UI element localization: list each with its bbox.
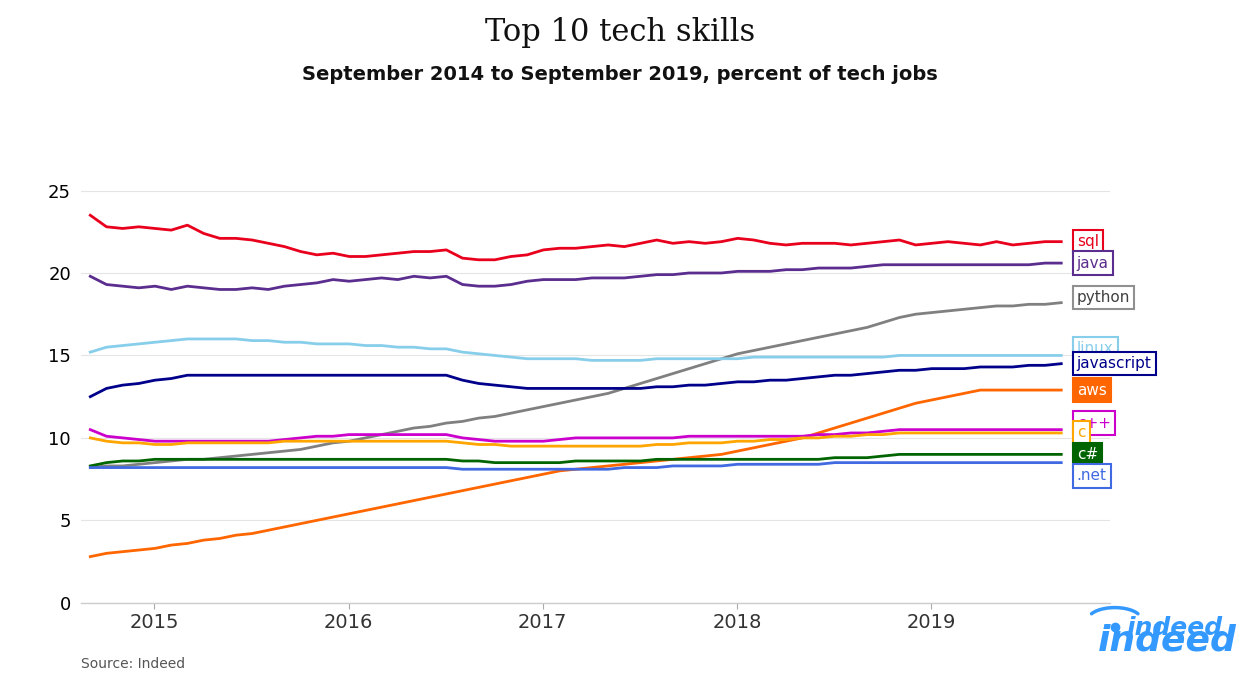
Text: indeed: indeed: [1127, 616, 1223, 640]
Text: c: c: [1076, 425, 1085, 440]
Text: indeed: indeed: [1097, 623, 1236, 658]
Text: java: java: [1076, 256, 1109, 271]
Text: c#: c#: [1076, 447, 1099, 462]
Text: September 2014 to September 2019, percent of tech jobs: September 2014 to September 2019, percen…: [303, 65, 937, 84]
Text: .net: .net: [1076, 469, 1107, 484]
Text: javascript: javascript: [1076, 356, 1152, 371]
Text: linux: linux: [1076, 341, 1114, 356]
Text: c++: c++: [1076, 416, 1111, 431]
Text: sql: sql: [1076, 234, 1099, 249]
Text: Source: Indeed: Source: Indeed: [81, 658, 185, 671]
Text: Top 10 tech skills: Top 10 tech skills: [485, 17, 755, 48]
Text: python: python: [1076, 290, 1130, 306]
Text: aws: aws: [1076, 382, 1106, 397]
